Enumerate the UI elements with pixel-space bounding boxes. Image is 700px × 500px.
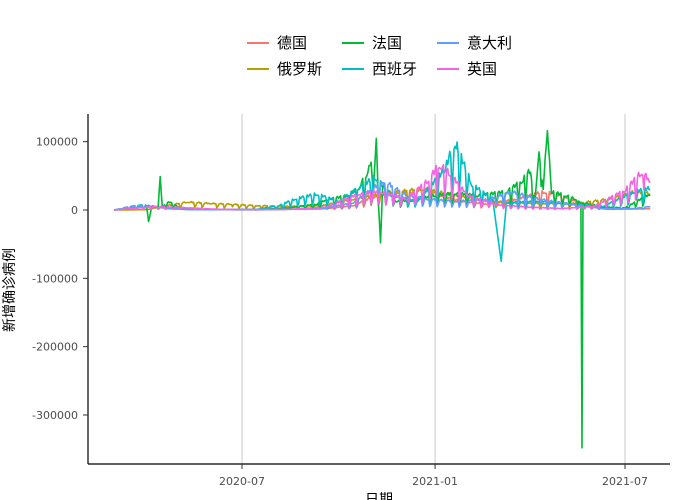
y-tick-label: -300000 bbox=[32, 409, 78, 422]
y-tick-label: -100000 bbox=[32, 272, 78, 285]
legend-label: 俄罗斯 bbox=[277, 60, 322, 78]
y-axis-ticks: 100000 0 -100000 -200000 -300000 bbox=[32, 136, 88, 422]
y-tick-label: 0 bbox=[71, 204, 78, 217]
legend-label: 西班牙 bbox=[372, 60, 417, 78]
y-tick-label: 100000 bbox=[36, 136, 78, 149]
x-tick-label: 2021-01 bbox=[412, 475, 458, 488]
axes bbox=[87, 114, 670, 465]
series-line-2 bbox=[113, 129, 651, 449]
legend-label: 英国 bbox=[467, 60, 497, 78]
x-axis-ticks: 2020-07 2021-01 2021-07 bbox=[219, 464, 648, 488]
grid-lines bbox=[241, 114, 626, 464]
legend-label: 法国 bbox=[372, 34, 402, 52]
series-lines bbox=[113, 129, 651, 449]
y-tick-label: -200000 bbox=[32, 341, 78, 354]
x-axis-title: 日期 bbox=[365, 492, 393, 500]
legend-label: 意大利 bbox=[467, 34, 512, 52]
x-tick-label: 2021-07 bbox=[602, 475, 648, 488]
legend-label: 德国 bbox=[277, 34, 307, 52]
y-axis-title: 新增确诊病例 bbox=[2, 248, 18, 332]
series-line-5 bbox=[113, 163, 651, 211]
x-tick-label: 2020-07 bbox=[219, 475, 265, 488]
